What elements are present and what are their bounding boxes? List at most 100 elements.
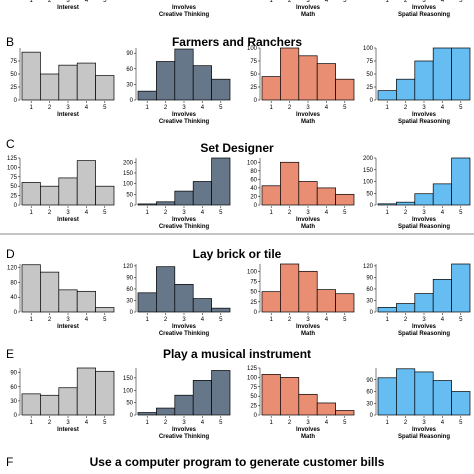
x-axis-label: Involves Math [296, 217, 321, 230]
y-tick-label: 50 [250, 290, 257, 296]
bar [211, 157, 231, 206]
y-tick-label: 60 [126, 67, 133, 73]
bar [261, 374, 281, 416]
x-tick-label: 4 [201, 420, 205, 426]
bar [377, 90, 397, 101]
bar [298, 393, 318, 416]
top-fragment-chart-1: 1 2 3 4 5 Interest [30, 0, 108, 11]
y-tick-label: 100 [247, 375, 258, 381]
tick-label: 1 [270, 0, 274, 4]
bar-chart-1: 0 40 80 120 1 2 3 4 5 Interest [7, 264, 115, 330]
bar [335, 193, 355, 206]
x-tick-label: 5 [103, 420, 107, 426]
y-tick-label: 80 [10, 280, 17, 286]
bar [451, 263, 471, 313]
bar [414, 371, 434, 416]
x-tick-label: 1 [30, 317, 34, 323]
bar-chart-1: 0 25 50 75 1 2 3 4 5 Interest [10, 48, 115, 118]
bar [335, 293, 355, 313]
y-tick-label: 0 [370, 203, 374, 209]
bar-chart-4: 0 50 100 150 200 1 2 3 4 5 Involves Spatial Reasoni… [363, 156, 471, 230]
x-tick-label: 1 [386, 317, 390, 323]
bar [432, 380, 452, 416]
bar [316, 402, 336, 416]
x-tick-label: 3 [66, 210, 70, 216]
bar [280, 263, 300, 313]
x-tick-label: 5 [343, 210, 347, 216]
bar [137, 412, 157, 416]
bar [95, 307, 115, 313]
bar-chart-3: 0 25 50 75 100 1 2 3 4 5 Involves Math [247, 46, 355, 125]
y-tick-label: 25 [10, 85, 17, 91]
y-tick-label: 75 [366, 59, 373, 65]
x-axis-label: Interest [57, 217, 79, 223]
top-fragment-chart-4: 1 2 3 4 5 Involves Spatial Reasoning [386, 0, 464, 18]
x-tick-label: 2 [404, 210, 408, 216]
x-tick-label: 5 [219, 210, 223, 216]
x-tick-label: 4 [441, 420, 445, 426]
x-tick-label: 2 [288, 420, 292, 426]
bar [76, 62, 96, 101]
x-tick-label: 1 [30, 105, 34, 111]
bar [21, 51, 41, 101]
x-tick-label: 4 [325, 210, 329, 216]
x-tick-label: 1 [30, 210, 34, 216]
y-tick-label: 100 [123, 388, 134, 394]
bar [316, 187, 336, 206]
bar [192, 181, 212, 206]
tick-label: 4 [85, 0, 89, 4]
bar [377, 377, 397, 416]
y-tick-label: 50 [366, 191, 373, 197]
y-tick-label: 30 [366, 298, 373, 304]
y-tick-label: 125 [7, 156, 18, 162]
bar-chart-3: 0 25 50 75 100 1 2 3 4 5 Involves Math [247, 263, 355, 337]
y-tick-label: 120 [363, 264, 374, 270]
bar [211, 78, 231, 101]
y-tick-label: 100 [247, 46, 258, 52]
bar [156, 407, 176, 416]
x-tick-label: 3 [182, 317, 186, 323]
bar [396, 303, 416, 313]
bar [414, 193, 434, 206]
y-tick-label: 0 [254, 203, 258, 209]
x-tick-label: 5 [219, 105, 223, 111]
y-tick-label: 60 [250, 177, 257, 183]
x-tick-label: 4 [85, 105, 89, 111]
y-tick-label: 0 [254, 413, 258, 419]
x-tick-label: 3 [306, 105, 310, 111]
x-tick-label: 1 [270, 105, 274, 111]
bar [21, 264, 41, 313]
x-tick-label: 5 [459, 420, 463, 426]
x-tick-label: 3 [182, 105, 186, 111]
bar-chart-1: 0 25 50 75 100 125 1 2 3 4 5 Interest [7, 156, 115, 223]
bar [76, 290, 96, 313]
bar [40, 394, 60, 416]
tick-label: 1 [386, 0, 390, 4]
bar [298, 270, 318, 313]
tick-label: 2 [48, 0, 52, 4]
y-tick-label: 60 [366, 287, 373, 293]
bar [95, 185, 115, 206]
bar [211, 370, 231, 416]
x-tick-label: 1 [270, 420, 274, 426]
bar [156, 201, 176, 206]
x-tick-label: 4 [85, 317, 89, 323]
x-tick-label: 2 [48, 420, 52, 426]
y-tick-label: 200 [123, 160, 134, 166]
tick-label: 5 [343, 0, 347, 4]
x-tick-label: 4 [201, 317, 205, 323]
bar-chart-2: 0 30 60 90 1 2 3 4 5 Involves Creative Thinking [126, 48, 231, 125]
x-tick-label: 3 [306, 317, 310, 323]
x-tick-label: 5 [343, 317, 347, 323]
x-tick-label: 5 [459, 105, 463, 111]
bar [451, 157, 471, 206]
bar-chart-2: 0 50 100 150 200 1 2 3 4 5 Involves Creative Thinki… [123, 157, 231, 230]
bar [396, 201, 416, 206]
x-tick-label: 3 [422, 210, 426, 216]
tick-label: 4 [325, 0, 329, 4]
y-tick-label: 125 [247, 366, 258, 372]
bar [174, 394, 194, 416]
